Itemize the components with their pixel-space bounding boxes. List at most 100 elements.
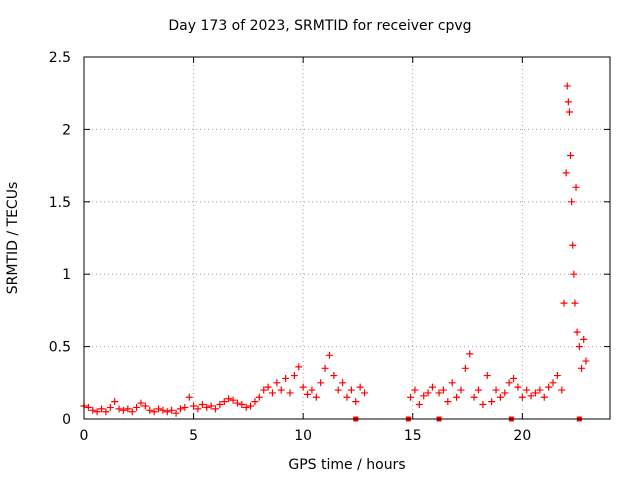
data-point <box>339 379 347 387</box>
data-point <box>321 364 329 372</box>
data-point <box>216 401 224 409</box>
data-point <box>225 395 233 403</box>
data-point <box>411 386 419 394</box>
data-point <box>155 405 163 413</box>
data-point <box>514 383 522 391</box>
x-tick-label: 0 <box>80 428 89 444</box>
data-point <box>580 335 588 343</box>
x-tick-label: 10 <box>294 428 312 444</box>
data-point <box>334 386 342 394</box>
plot-frame <box>83 56 611 420</box>
data-point <box>567 151 575 159</box>
data-point <box>553 372 561 380</box>
data-point <box>488 398 496 406</box>
data-point <box>439 386 447 394</box>
data-point <box>290 372 298 380</box>
data-point <box>295 363 303 371</box>
data-point <box>573 328 581 336</box>
data-point <box>84 403 92 411</box>
data-point <box>571 299 579 307</box>
data-point <box>578 364 586 372</box>
data-point <box>255 393 263 401</box>
chart-title: Day 173 of 2023, SRMTID for receiver cpv… <box>168 18 472 34</box>
data-point <box>317 379 325 387</box>
data-point <box>141 402 149 410</box>
data-point <box>453 393 461 401</box>
data-point <box>470 393 478 401</box>
data-point <box>407 393 415 401</box>
data-point <box>128 408 136 416</box>
data-point <box>560 299 568 307</box>
data-point <box>466 350 474 358</box>
data-point <box>229 396 237 404</box>
data-point <box>444 398 452 406</box>
data-point <box>207 402 215 410</box>
data-point <box>457 386 465 394</box>
data-point <box>361 389 369 397</box>
data-point <box>564 98 572 106</box>
y-tick-label: 2.5 <box>49 50 71 66</box>
data-point <box>569 241 577 249</box>
data-point <box>308 386 316 394</box>
data-point <box>203 403 211 411</box>
data-point <box>286 389 294 397</box>
y-tick-label: 0 <box>62 412 71 428</box>
data-point <box>242 403 250 411</box>
data-point <box>181 403 189 411</box>
data-point <box>518 393 526 401</box>
data-point <box>347 386 355 394</box>
data-point <box>115 405 123 413</box>
data-point <box>531 389 539 397</box>
data-point <box>325 351 333 359</box>
x-tick-label: 5 <box>189 428 198 444</box>
data-point <box>536 386 544 394</box>
data-point <box>146 406 154 414</box>
data-point <box>510 374 518 382</box>
data-point <box>137 399 145 407</box>
data-point <box>461 364 469 372</box>
data-point <box>424 389 432 397</box>
data-point <box>185 393 193 401</box>
data-point <box>194 405 202 413</box>
data-point <box>106 403 114 411</box>
data-point <box>251 398 259 406</box>
x-axis-label: GPS time / hours <box>288 457 406 473</box>
data-point <box>168 406 176 414</box>
data-point <box>172 409 180 417</box>
data-point <box>159 406 167 414</box>
data-point <box>492 386 500 394</box>
data-point <box>428 383 436 391</box>
data-point <box>111 398 119 406</box>
data-point <box>304 390 312 398</box>
y-tick-label: 1 <box>62 267 71 283</box>
data-point <box>89 406 97 414</box>
data-point <box>299 383 307 391</box>
data-point <box>545 383 553 391</box>
data-point <box>475 386 482 394</box>
data-point <box>176 405 184 413</box>
data-point <box>163 408 171 416</box>
data-point <box>558 386 566 394</box>
data-point <box>233 399 241 407</box>
data-point <box>479 401 487 409</box>
data-point <box>448 379 456 387</box>
data-point <box>563 82 571 90</box>
data-point <box>150 408 158 416</box>
data-point <box>98 405 106 413</box>
data-point <box>268 389 276 397</box>
grid-lines <box>84 57 610 419</box>
data-point <box>565 108 573 116</box>
data-point <box>568 198 576 206</box>
data-point <box>264 383 272 391</box>
y-tick-label: 2 <box>62 122 71 138</box>
data-point <box>277 386 285 394</box>
data-point <box>523 386 531 394</box>
data-point <box>572 183 580 191</box>
data-point <box>527 392 535 400</box>
y-tick-label: 1.5 <box>49 195 71 211</box>
data-point <box>582 357 590 365</box>
data-point <box>238 401 246 409</box>
data-point <box>282 374 290 382</box>
data-point <box>273 379 281 387</box>
